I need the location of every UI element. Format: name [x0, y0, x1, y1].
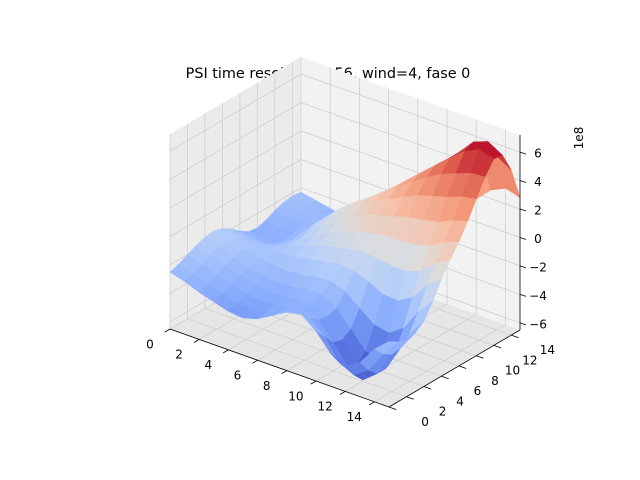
grid-line-z-left — [169, 130, 302, 209]
x-tick-label: 2 — [175, 348, 183, 362]
x-tick-mark — [193, 339, 200, 343]
grid-line-z-left — [169, 102, 302, 180]
x-tick-mark — [252, 359, 258, 364]
x-tick-mark — [310, 380, 317, 385]
z-tick-mark — [519, 208, 527, 212]
grid-line-x-floor — [344, 314, 477, 392]
y-tick-label: 8 — [491, 374, 499, 388]
z-tick-label: −4 — [529, 289, 547, 303]
x-tick-mark — [368, 401, 375, 406]
z-tick-mark — [519, 237, 527, 240]
x-tick-mark — [281, 370, 288, 375]
y-tick-label: 10 — [505, 364, 520, 378]
grid-line-z-left — [169, 159, 302, 237]
y-tick-mark — [511, 334, 519, 339]
y-tick-mark — [423, 386, 432, 390]
z-tick-mark — [519, 322, 527, 326]
grid-line-z-right — [300, 130, 521, 210]
y-axis-line — [388, 329, 521, 408]
x-tick-label: 8 — [263, 379, 271, 393]
surface-patch — [373, 341, 399, 355]
z-offset-label: 1e8 — [572, 127, 586, 150]
z-tick-mark — [519, 151, 527, 155]
x-tick-label: 10 — [288, 389, 303, 403]
y-tick-label: 2 — [439, 405, 447, 419]
y-tick-mark — [388, 406, 397, 410]
z-tick-label: −6 — [529, 317, 547, 331]
axis-lines — [169, 135, 521, 408]
y-tick-label: 12 — [522, 353, 537, 367]
x-tick-mark — [339, 391, 346, 395]
y-tick-mark — [441, 375, 449, 380]
x-tick-mark — [222, 349, 229, 354]
z-tick-label: 6 — [534, 147, 542, 161]
y-tick-label: 6 — [474, 384, 482, 398]
grid-line-y-floor — [204, 308, 425, 387]
grid-line-z-left — [169, 73, 302, 152]
y-tick-mark — [458, 365, 467, 369]
y-tick-label: 14 — [540, 343, 555, 357]
x-tick-label: 14 — [347, 410, 362, 424]
x-axis-line — [169, 328, 390, 408]
z-tick-label: 4 — [534, 175, 542, 189]
x-tick-label: 0 — [146, 337, 154, 351]
y-tick-mark — [406, 396, 414, 400]
z-tick-mark — [519, 180, 527, 183]
grid-line-y-floor — [187, 318, 407, 398]
z-tick-mark — [519, 265, 527, 269]
y-tick-mark — [476, 355, 484, 359]
z-tick-label: 2 — [534, 204, 542, 218]
x-tick-label: 4 — [204, 358, 212, 372]
x-tick-mark — [164, 328, 171, 333]
z-tick-mark — [519, 294, 527, 297]
x-tick-label: 6 — [234, 369, 242, 383]
x-tick-label: 12 — [317, 400, 332, 414]
grid-line-x-floor — [374, 324, 506, 403]
grid-line-z-right — [300, 73, 521, 153]
y-tick-label: 0 — [421, 415, 429, 429]
y-tick-label: 4 — [456, 394, 464, 408]
z-tick-label: 0 — [534, 232, 542, 246]
surface-mesh — [169, 141, 521, 380]
y-tick-mark — [493, 345, 502, 349]
z-tick-label: −2 — [529, 260, 547, 274]
